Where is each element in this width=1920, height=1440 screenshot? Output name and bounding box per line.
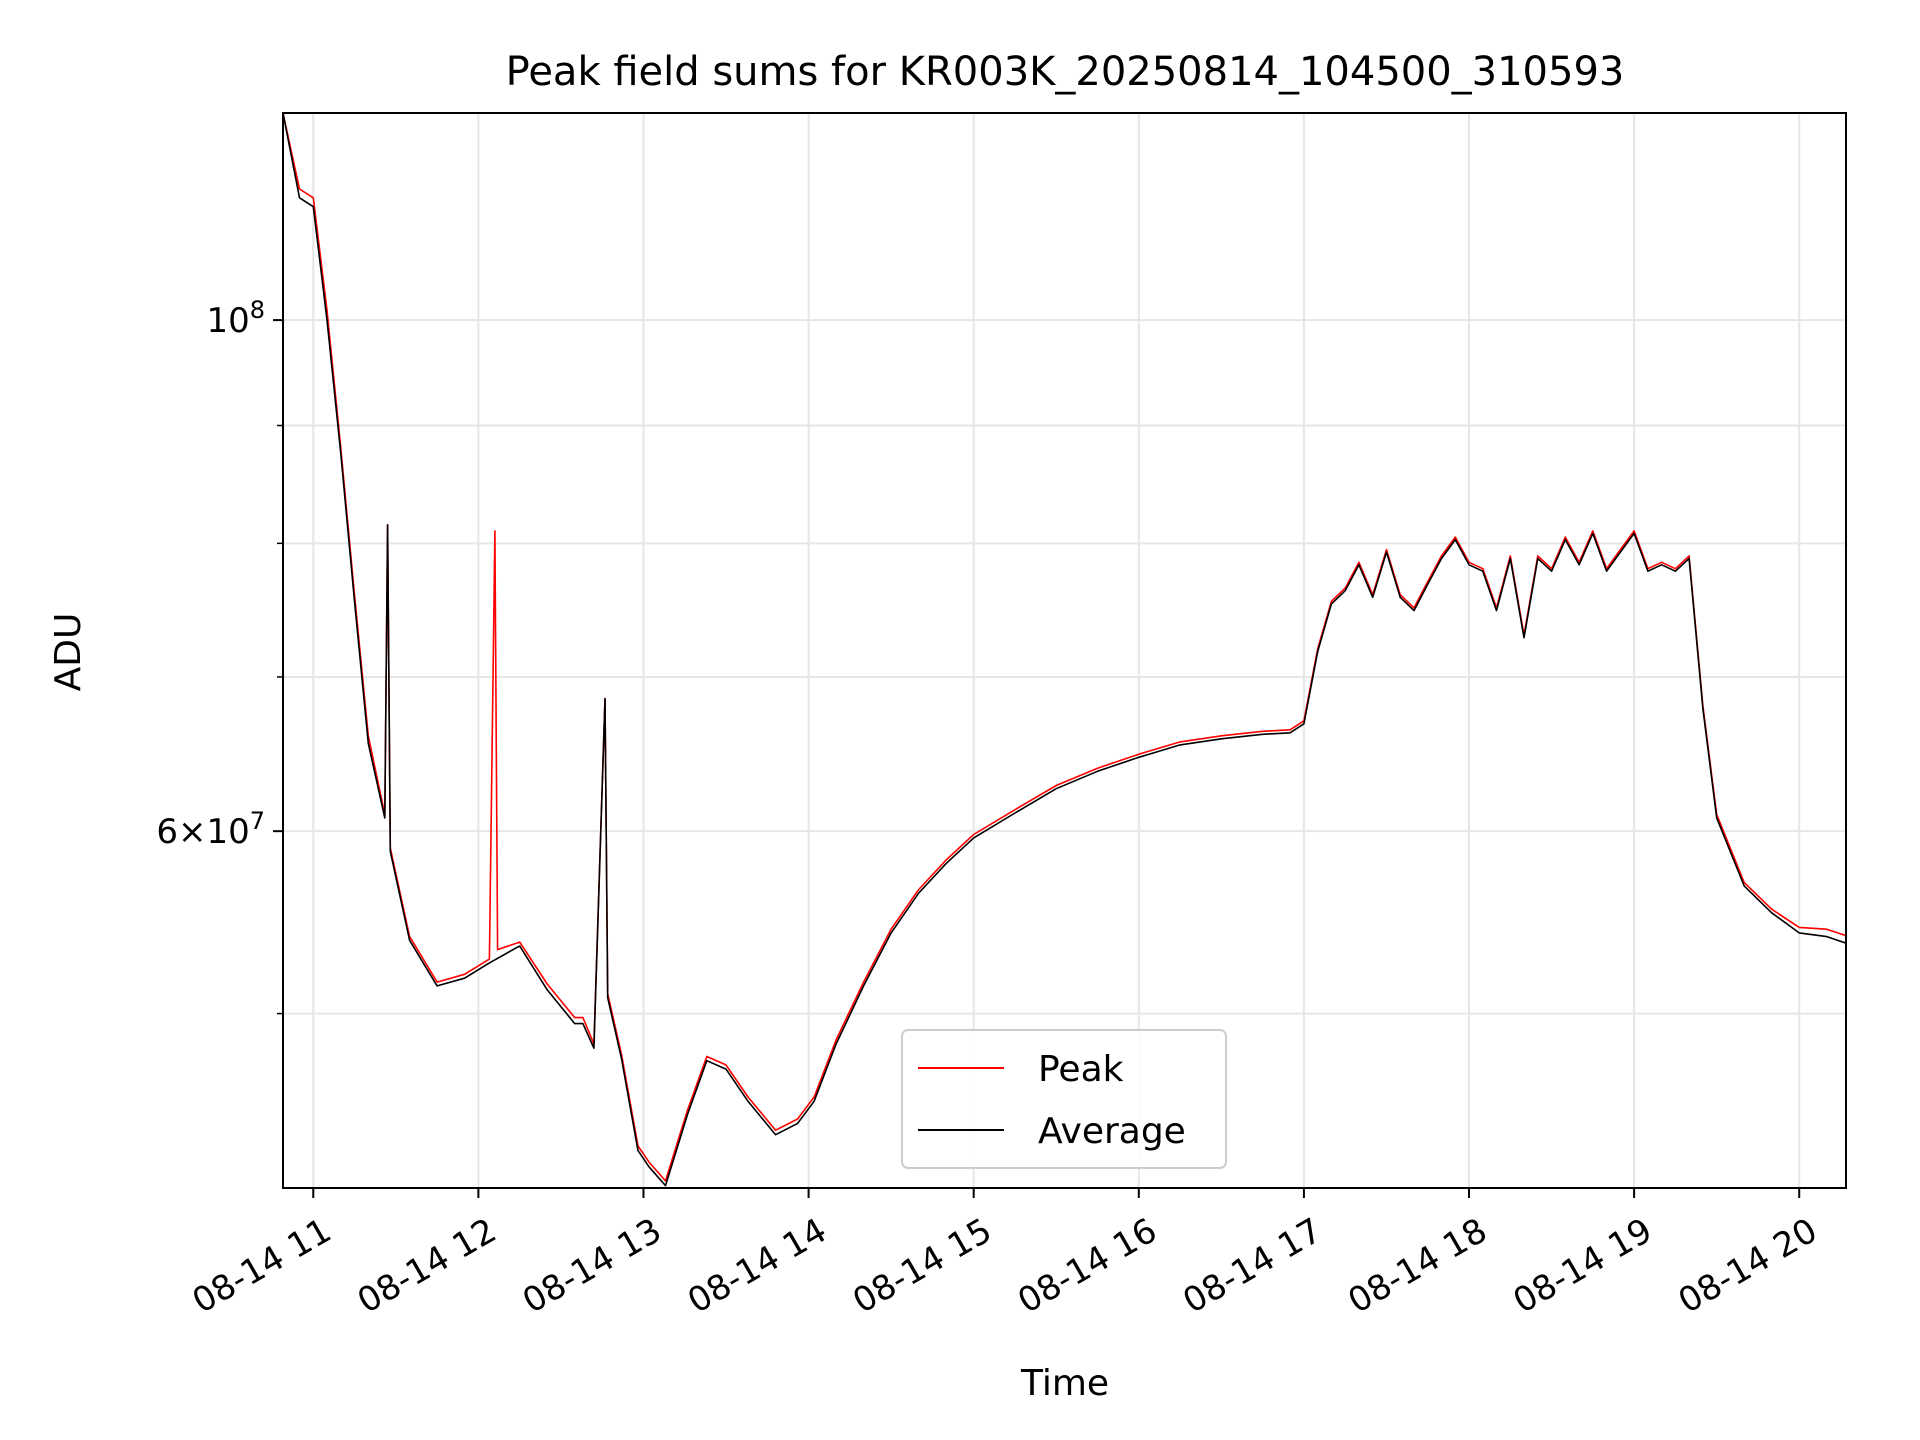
y-tick-label-exponent: 8 [250,296,265,324]
y-tick-label: 108 [206,296,265,341]
series-line-peak [283,113,1846,1182]
legend-box [901,1029,1227,1169]
grid [283,113,1846,1188]
y-tick-label-exponent: 7 [250,807,265,835]
legend-average-label: Average [1038,1111,1186,1152]
y-axis: 108 6×107 [156,296,283,1015]
legend: Peak Average [901,1029,1227,1169]
y-tick-label-base: 6×10 [156,812,249,852]
plot-frame [282,112,1847,1189]
series-layer [283,113,1846,1187]
legend-peak-label: Peak [1038,1049,1124,1090]
series-line-average [283,113,1846,1187]
y-tick-label-base: 10 [206,301,249,341]
y-axis-label: ADU [48,613,89,692]
x-axis-label: Time [1020,1363,1109,1404]
chart-title: Peak field sums for KR003K_20250814_1045… [506,49,1625,95]
y-tick-label: 6×107 [156,807,265,852]
